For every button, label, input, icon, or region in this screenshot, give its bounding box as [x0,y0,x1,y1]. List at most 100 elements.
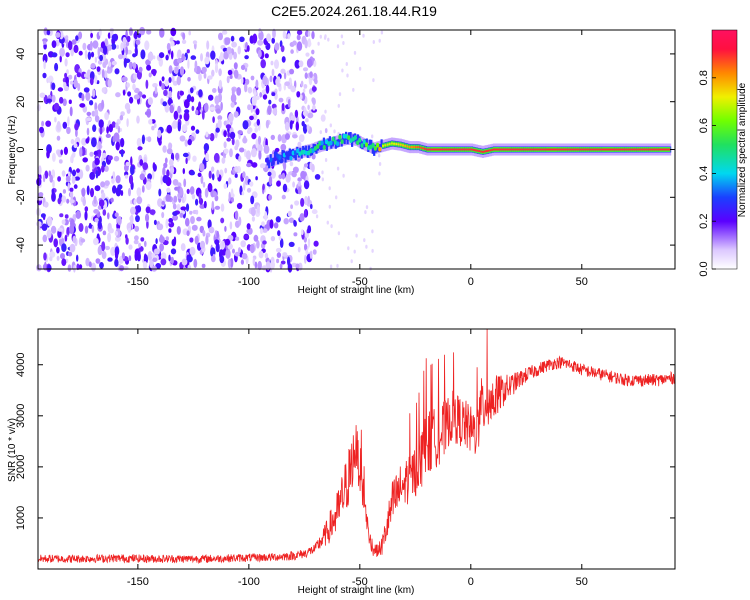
spectrogram-ridge-layer [265,131,672,169]
noise-speck [265,119,269,129]
noise-speck [230,93,237,103]
noise-speck [142,162,149,171]
noise-speck [65,35,69,40]
ridge-core [483,150,486,153]
noise-speck [329,264,333,269]
y-tick-label: 20 [15,96,27,108]
ridge-core [549,148,552,151]
noise-speck [266,33,271,42]
noise-speck [321,177,324,182]
ridge-point [320,140,324,146]
noise-speck [198,101,202,111]
ridge-core [410,146,413,149]
noise-speck [293,219,296,226]
spectrogram-panel: -150 -100 -50 0 50 -40 -20 0 20 40 Height of str… [7,26,676,296]
noise-speck [61,219,66,225]
noise-speck [61,195,67,203]
noise-speck [107,212,110,220]
noise-speck [249,115,254,121]
noise-speck [97,46,101,57]
noise-speck [307,112,314,119]
noise-speck [200,53,203,62]
noise-speck [274,59,279,69]
noise-speck [84,49,88,60]
noise-speck [56,121,61,131]
noise-speck [162,166,166,177]
noise-speck [223,130,227,138]
ridge-core [478,150,481,153]
noise-speck [136,196,143,205]
noise-speck [87,51,92,60]
noise-speck [110,197,114,203]
noise-speck [133,94,140,100]
noise-speck [371,210,374,214]
noise-speck [337,231,341,236]
noise-speck [120,149,124,158]
noise-speck [154,123,157,128]
noise-speck [214,239,220,245]
noise-speck [300,229,304,236]
noise-speck [282,30,287,39]
noise-speck [50,225,57,234]
noise-speck [199,204,206,209]
noise-speck [271,92,276,97]
noise-speck [353,50,357,55]
noise-speck [280,45,285,53]
noise-speck [342,173,345,178]
noise-speck [94,217,99,223]
noise-speck [319,34,322,39]
noise-speck [269,219,274,229]
noise-speck [311,163,315,173]
noise-speck [108,124,114,133]
ridge-core [642,148,645,151]
noise-speck [290,85,296,93]
noise-speck [358,66,362,71]
noise-speck [229,131,236,140]
noise-speck [76,168,80,173]
ridge-band [368,139,371,148]
x-tick-label: -150 [127,576,149,588]
ridge-core [470,148,473,151]
noise-speck [296,30,303,35]
noise-speck [165,54,169,61]
ridge-point [322,145,326,150]
noise-speck [214,63,219,74]
noise-speck [136,187,142,197]
ridge-core [545,148,548,151]
ridge-core [408,146,411,149]
noise-speck [262,75,268,85]
noise-speck [154,248,160,255]
noise-speck [90,187,94,198]
ridge-band [373,147,376,156]
noise-speck [168,142,173,149]
noise-speck [203,143,210,152]
ridge-core [610,148,612,151]
noise-speck [147,97,153,106]
noise-speck [106,126,109,134]
noise-speck [250,206,256,217]
noise-speck [211,200,215,211]
noise-speck [39,92,46,98]
noise-speck [207,219,212,229]
noise-speck [270,236,276,242]
noise-speck [86,185,90,196]
noise-speck [53,102,60,111]
noise-speck [64,234,68,242]
noise-speck [290,115,296,121]
ridge-core [521,148,524,151]
noise-speck [84,225,89,234]
noise-speck [231,41,238,48]
ridge-core [563,148,566,151]
noise-speck [128,27,133,36]
ridge-core [476,149,479,152]
ridge-core [577,148,580,151]
noise-speck [329,123,332,128]
noise-speck [284,81,291,86]
noise-speck [91,225,95,233]
noise-speck [125,161,131,167]
noise-speck [229,74,233,79]
snr-series [37,329,676,564]
noise-speck [187,138,192,146]
ridge-band [302,145,305,154]
noise-speck [221,157,226,164]
